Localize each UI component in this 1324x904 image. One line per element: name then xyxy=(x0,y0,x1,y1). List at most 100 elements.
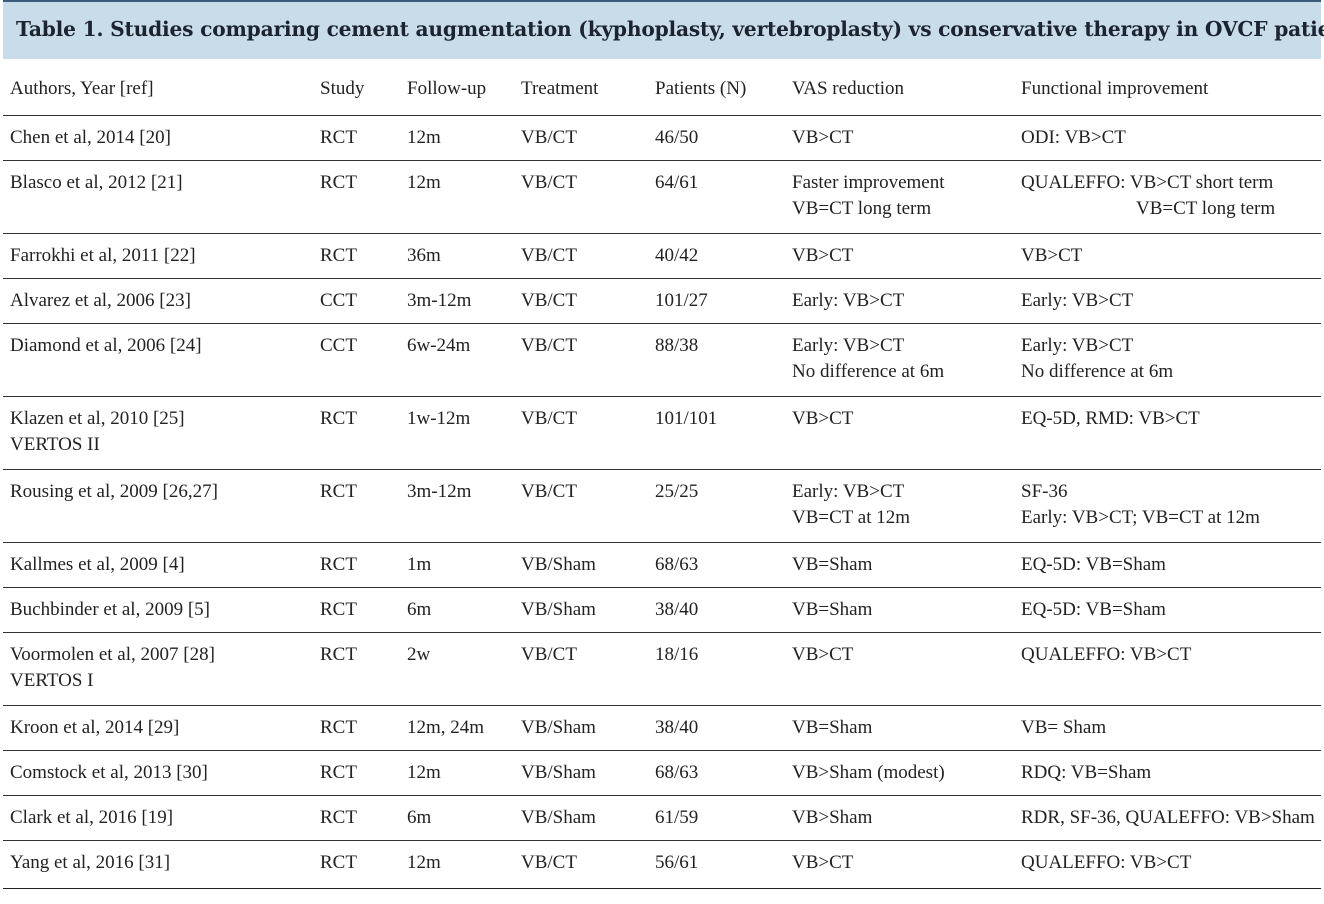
vas-cell: Early: VB>CT xyxy=(785,278,1014,323)
vas-cell-line: Early: VB>CT xyxy=(792,480,905,502)
vas-cell: VB>CT xyxy=(785,632,1014,705)
followup-cell: 12m xyxy=(407,126,441,148)
author-cell: Rousing et al, 2009 [26,27] xyxy=(3,469,313,542)
study-cell: RCT xyxy=(320,643,357,665)
column-header: VAS reduction xyxy=(792,78,905,99)
author-cell-line: Alvarez et al, 2006 [23] xyxy=(10,289,191,311)
vas-cell: VB=Sham xyxy=(785,587,1014,632)
treatment-cell: VB/CT xyxy=(521,244,577,266)
table-row: Blasco et al, 2012 [21] RCT 12m VB/CT 64/61 F… xyxy=(3,160,1321,233)
patients-cell: 38/40 xyxy=(655,598,699,620)
table-row: Chen et al, 2014 [20] RCT 12m VB/CT 46/50 VB>… xyxy=(3,115,1321,160)
author-cell: Alvarez et al, 2006 [23] xyxy=(3,278,313,323)
functional-cell: RDR, SF-36, QUALEFFO: VB>Sham xyxy=(1014,795,1321,840)
vas-cell-line: VB>CT xyxy=(792,244,854,266)
functional-cell: EQ-5D: VB=Sham xyxy=(1014,587,1321,632)
author-cell: Kroon et al, 2014 [29] xyxy=(3,705,313,750)
study-cell: RCT xyxy=(320,126,357,148)
patients-cell: 101/27 xyxy=(655,289,708,311)
functional-cell: VB>CT xyxy=(1014,233,1321,278)
followup-cell: 12m xyxy=(407,851,441,873)
followup-cell: 12m xyxy=(407,761,441,783)
author-cell-line: Clark et al, 2016 [19] xyxy=(10,806,174,828)
followup-cell: 6m xyxy=(407,598,432,620)
treatment-cell: VB/CT xyxy=(521,289,577,311)
column-header: Patients (N) xyxy=(655,78,747,99)
vas-cell-line: Early: VB>CT xyxy=(792,289,905,311)
author-cell-line: Rousing et al, 2009 [26,27] xyxy=(10,480,218,502)
column-header: Treatment xyxy=(521,78,599,99)
column-header: Follow-up xyxy=(407,78,487,99)
patients-cell: 46/50 xyxy=(655,126,699,148)
followup-cell: 6w-24m xyxy=(407,334,471,356)
table-body: Chen et al, 2014 [20] RCT 12m VB/CT 46/50 VB>… xyxy=(3,115,1321,888)
patients-cell: 88/38 xyxy=(655,334,699,356)
patients-cell: 18/16 xyxy=(655,643,699,665)
functional-cell: Early: VB>CT xyxy=(1014,278,1321,323)
vas-cell: Early: VB>CT No difference at 6m xyxy=(785,323,1014,396)
functional-cell-line: QUALEFFO: VB>CT xyxy=(1021,643,1192,665)
author-cell: Klazen et al, 2010 [25] VERTOS II xyxy=(3,396,313,469)
treatment-cell: VB/CT xyxy=(521,407,577,429)
functional-cell: RDQ: VB=Sham xyxy=(1014,750,1321,795)
functional-cell: EQ-5D: VB=Sham xyxy=(1014,542,1321,587)
functional-cell-line: QUALEFFO: VB>CT short term xyxy=(1021,171,1274,193)
author-cell: Blasco et al, 2012 [21] xyxy=(3,160,313,233)
patients-cell: 61/59 xyxy=(655,806,699,828)
functional-cell-line: EQ-5D: VB=Sham xyxy=(1021,598,1166,620)
vas-cell: VB>CT xyxy=(785,115,1014,160)
vas-cell: VB>Sham xyxy=(785,795,1014,840)
author-cell-line: Chen et al, 2014 [20] xyxy=(10,126,171,148)
author-cell-line: Kallmes et al, 2009 [4] xyxy=(10,553,185,575)
treatment-cell: VB/Sham xyxy=(521,716,596,738)
functional-cell: QUALEFFO: VB>CT short term VB=CT long ter… xyxy=(1014,160,1321,233)
author-cell-line: Farrokhi et al, 2011 [22] xyxy=(10,244,196,266)
treatment-cell: VB/CT xyxy=(521,334,577,356)
vas-cell: VB>Sham (modest) xyxy=(785,750,1014,795)
table-row: Diamond et al, 2006 [24] CCT 6w-24m VB/CT 88… xyxy=(3,323,1321,396)
functional-cell: QUALEFFO: VB>CT xyxy=(1014,632,1321,705)
treatment-cell: VB/Sham xyxy=(521,598,596,620)
patients-cell: 68/63 xyxy=(655,761,699,783)
functional-cell-line: RDR, SF-36, QUALEFFO: VB>Sham xyxy=(1021,806,1315,828)
functional-cell-line: EQ-5D, RMD: VB>CT xyxy=(1021,407,1200,429)
vas-cell-line: Faster improvement xyxy=(792,171,945,193)
functional-cell: Early: VB>CT No difference at 6m xyxy=(1014,323,1321,396)
table-row: Klazen et al, 2010 [25] VERTOS II RCT 1w-12… xyxy=(3,396,1321,469)
study-cell: RCT xyxy=(320,553,357,575)
table-row: Alvarez et al, 2006 [23] CCT 3m-12m VB/CT 10… xyxy=(3,278,1321,323)
author-cell-line: VERTOS II xyxy=(10,434,100,455)
study-cell: RCT xyxy=(320,480,357,502)
author-cell-line: Klazen et al, 2010 [25] xyxy=(10,407,185,429)
followup-cell: 6m xyxy=(407,806,432,828)
author-cell: Yang et al, 2016 [31] xyxy=(3,840,313,888)
table-row: Yang et al, 2016 [31] RCT 12m VB/CT 56/61 VB>… xyxy=(3,840,1321,888)
functional-cell-line: No difference at 6m xyxy=(1021,361,1174,382)
functional-cell-line: SF-36 xyxy=(1021,480,1068,502)
functional-cell-line: Early: VB>CT xyxy=(1021,334,1134,356)
author-cell-line: VERTOS I xyxy=(10,670,94,691)
treatment-cell: VB/CT xyxy=(521,851,577,873)
functional-cell-line: VB>CT xyxy=(1021,244,1083,266)
patients-cell: 101/101 xyxy=(655,407,718,429)
followup-cell: 3m-12m xyxy=(407,289,472,311)
study-cell: RCT xyxy=(320,407,357,429)
author-cell-line: Buchbinder et al, 2009 [5] xyxy=(10,598,210,620)
study-cell: RCT xyxy=(320,761,357,783)
followup-cell: 3m-12m xyxy=(407,480,472,502)
table-header-row: Authors, Year [ref] Study Follow-up Trea… xyxy=(3,64,1321,115)
column-header: Study xyxy=(320,78,365,99)
author-cell-line: Diamond et al, 2006 [24] xyxy=(10,334,202,356)
study-cell: RCT xyxy=(320,716,357,738)
patients-cell: 25/25 xyxy=(655,480,699,502)
table-row: Kallmes et al, 2009 [4] RCT 1m VB/Sham 68/63… xyxy=(3,542,1321,587)
table-container: Table 1. Studies comparing cement augmen… xyxy=(3,0,1324,889)
functional-cell: VB= Sham xyxy=(1014,705,1321,750)
vas-cell: Early: VB>CT VB=CT at 12m xyxy=(785,469,1014,542)
vas-cell: VB=Sham xyxy=(785,705,1014,750)
table-row: Comstock et al, 2013 [30] RCT 12m VB/Sham 68… xyxy=(3,750,1321,795)
functional-cell-line: Early: VB>CT; VB=CT at 12m xyxy=(1021,507,1260,528)
patients-cell: 64/61 xyxy=(655,171,699,193)
functional-cell: SF-36 Early: VB>CT; VB=CT at 12m xyxy=(1014,469,1321,542)
followup-cell: 12m, 24m xyxy=(407,716,485,738)
